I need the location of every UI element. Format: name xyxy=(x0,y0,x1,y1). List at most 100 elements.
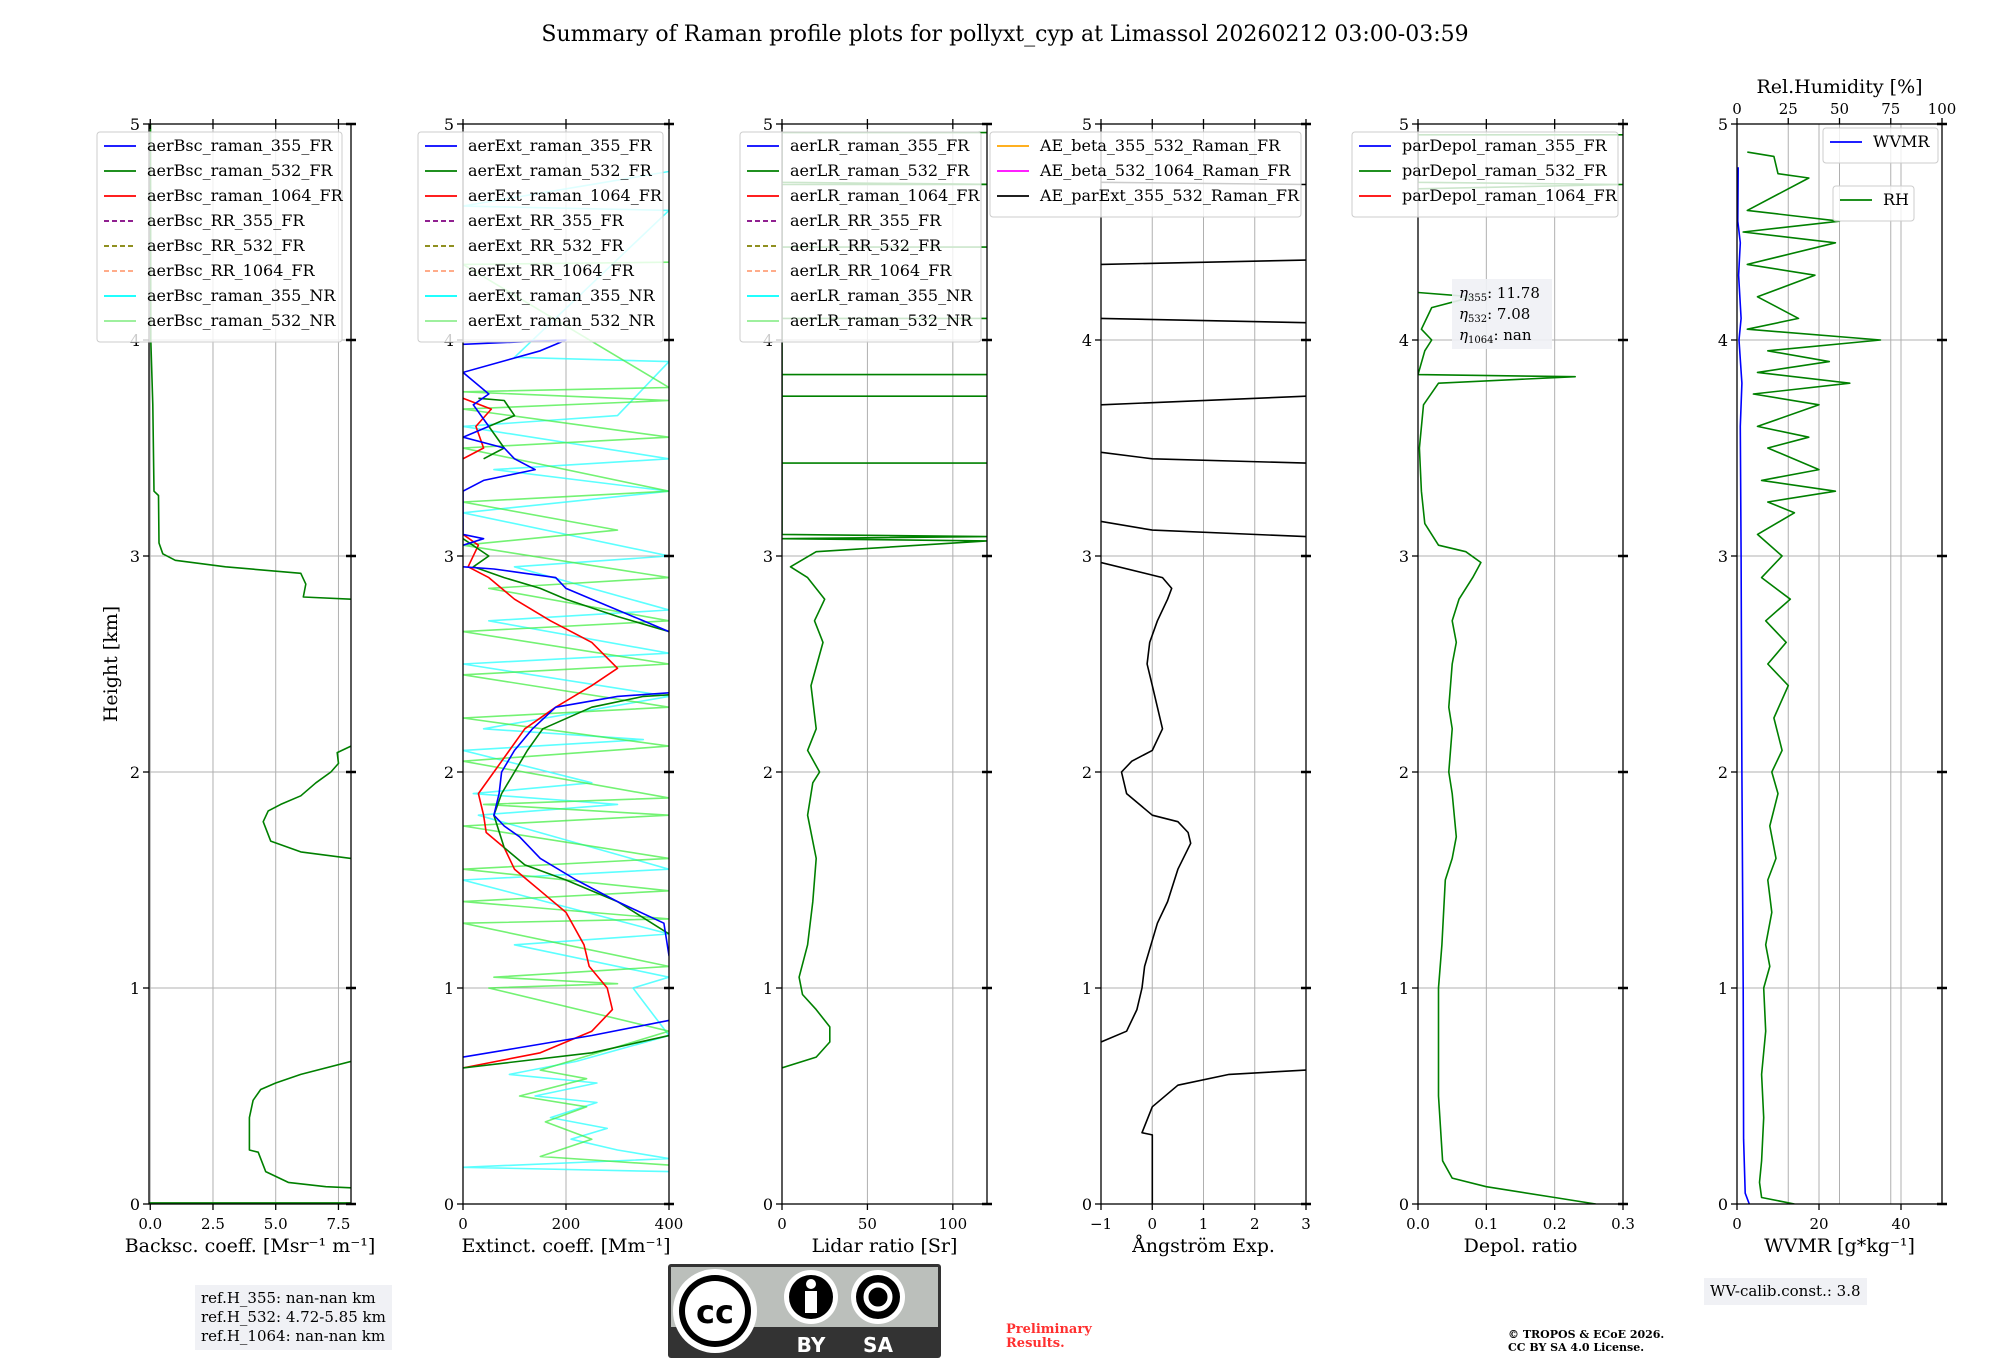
x-tick-label: 0 xyxy=(1147,1215,1157,1233)
legend-label: aerBsc_RR_532_FR xyxy=(147,236,305,255)
y-tick-label: 0 xyxy=(444,1195,454,1214)
series-group xyxy=(782,131,987,1069)
preliminary-line-2: Results. xyxy=(1006,1336,1065,1351)
legend-label: aerLR_raman_355_FR xyxy=(790,136,970,155)
x-tick-label: 400 xyxy=(655,1215,684,1233)
panel-3: 050100012345Lidar ratio [Sr]aerLR_raman_… xyxy=(739,115,992,1257)
y-tick-label: 3 xyxy=(130,547,140,566)
cc-by-sa-license-logo: cc BY SA xyxy=(668,1264,941,1358)
series-AE_l2 xyxy=(1101,451,1306,464)
wv-calibration-text: WV-calib.const.: 3.8 xyxy=(1710,1282,1861,1300)
legend-frame xyxy=(1832,185,1915,222)
x-tick-label: 0.1 xyxy=(1474,1215,1498,1233)
x-tick-label: 2.5 xyxy=(201,1215,225,1233)
svg-text:cc: cc xyxy=(696,1293,734,1331)
series-aerExt_raman_532_FR xyxy=(463,538,669,1069)
x-axis-label: Ångström Exp. xyxy=(1131,1235,1275,1257)
legend-label: aerExt_raman_355_NR xyxy=(468,286,656,305)
y-tick-label: 2 xyxy=(1082,763,1092,782)
legend-frame xyxy=(417,131,664,343)
legend-label: aerExt_RR_355_FR xyxy=(468,211,625,230)
y-tick-label: 2 xyxy=(763,763,773,782)
eta-value: : 7.08 xyxy=(1487,305,1530,323)
copyright-line-1: © TROPOS & ECoE 2026. xyxy=(1508,1328,1665,1341)
y-tick-label: 1 xyxy=(1399,979,1409,998)
figure-title: Summary of Raman profile plots for polly… xyxy=(541,22,1469,47)
series-aerExt_raman_355_FR xyxy=(463,566,669,1058)
eta-subscript: 355 xyxy=(1468,293,1487,304)
x-tick-label: 2 xyxy=(1250,1215,1260,1233)
legend-label: aerBsc_raman_532_FR xyxy=(147,161,333,180)
legend-label: aerExt_raman_1064_FR xyxy=(468,186,663,205)
legend: WVMR xyxy=(1822,127,1939,164)
y-tick-label: 5 xyxy=(1082,115,1092,134)
y-tick-label: 2 xyxy=(1718,763,1728,782)
legend-frame xyxy=(96,131,343,343)
copyright-line-2: CC BY SA 4.0 License. xyxy=(1508,1341,1645,1354)
wv-calibration-box: WV-calib.const.: 3.8 xyxy=(1704,1278,1867,1305)
series-aerExt_raman_1064_FR xyxy=(463,533,619,1069)
x-tick-label: 0 xyxy=(1732,1215,1742,1233)
legend-label: WVMR xyxy=(1873,132,1930,151)
legend-label: aerExt_raman_355_FR xyxy=(468,136,653,155)
x-axis-label: Extinct. coeff. [Mm⁻¹] xyxy=(461,1235,670,1257)
panel-5: 0.0 0.1 0.2 0.3 0 1 2 3 4 5 Depol. ratio parDepol_r… xyxy=(1351,115,1635,1257)
legend-label: aerLR_RR_1064_FR xyxy=(790,261,952,280)
x-tick-label: −1 xyxy=(1090,1215,1112,1233)
y-tick-label: 3 xyxy=(1082,547,1092,566)
y-axis-label: Height [km] xyxy=(100,606,122,722)
x-axis-label: Depol. ratio xyxy=(1464,1235,1578,1257)
eta-value: : 11.78 xyxy=(1487,284,1540,302)
eta-symbol: η xyxy=(1459,305,1468,323)
y-tick-label: 4 xyxy=(1718,331,1728,350)
legend-frame xyxy=(989,131,1302,218)
legend-label: aerLR_raman_355_NR xyxy=(790,286,973,305)
eta-value: : nan xyxy=(1493,326,1531,344)
depol-annotation-line: η355: 11.78 xyxy=(1459,284,1540,304)
series-group xyxy=(1101,181,1306,1204)
x-tick-label: 1 xyxy=(1199,1215,1209,1233)
legend: AE_beta_355_532_Raman_FR AE_beta_532_1064… xyxy=(989,131,1302,218)
y-tick-label: 2 xyxy=(444,763,454,782)
annotation-frame xyxy=(1452,279,1552,349)
legend: aerBsc_raman_355_FR aerBsc_raman_532_FRae… xyxy=(96,131,344,343)
legend-label: aerLR_raman_1064_FR xyxy=(790,186,980,205)
y-tick-label: 3 xyxy=(1399,547,1409,566)
ref-height-355: ref.H_355: nan-nan km xyxy=(201,1289,376,1307)
x-tick-label: 200 xyxy=(552,1215,581,1233)
x2-tick-label: 75 xyxy=(1881,100,1900,118)
y-tick-label: 0 xyxy=(130,1195,140,1214)
legend-frame xyxy=(739,131,982,343)
x-tick-label: 0 xyxy=(458,1215,468,1233)
panel-6: 0 20 40 0 25 50 75 100 Rel.Humidity [%] 0 1 2 3 4 5 WVM… xyxy=(1718,76,1957,1257)
legend-label: aerBsc_RR_1064_FR xyxy=(147,261,316,280)
series-aerExt_raman_355_FR_upper xyxy=(463,339,567,546)
cc-sa-label: SA xyxy=(863,1333,893,1357)
y-tick-label: 0 xyxy=(1718,1195,1728,1214)
series-AE_low xyxy=(1141,1069,1306,1204)
y-tick-label: 1 xyxy=(444,979,454,998)
depol-annotation-line: η1064: nan xyxy=(1459,326,1532,346)
eta-symbol: η xyxy=(1459,284,1468,302)
legend-frame xyxy=(1822,127,1939,164)
x-axis-label: Lidar ratio [Sr] xyxy=(812,1235,958,1257)
x-tick-label: 5.0 xyxy=(264,1215,288,1233)
y-tick-label: 0 xyxy=(763,1195,773,1214)
x-tick-label: 100 xyxy=(939,1215,968,1233)
y-tick-label: 1 xyxy=(1082,979,1092,998)
x-axis-label: Backsc. coeff. [Msr⁻¹ m⁻¹] xyxy=(125,1235,376,1257)
legend-label: aerLR_RR_355_FR xyxy=(790,211,942,230)
depol-annotation-line: η532: 7.08 xyxy=(1459,305,1530,325)
cc-logo-icon: cc BY SA xyxy=(668,1264,941,1358)
legend-label: aerBsc_raman_355_FR xyxy=(147,136,333,155)
y-tick-label: 5 xyxy=(1718,115,1728,134)
legend-label: parDepol_raman_355_FR xyxy=(1402,136,1608,155)
legend-label: aerBsc_raman_355_NR xyxy=(147,286,336,305)
y-tick-label: 3 xyxy=(1718,547,1728,566)
series-AE_l5 xyxy=(1101,259,1306,266)
legend-label: aerExt_raman_532_FR xyxy=(468,161,653,180)
series-AE_l1 xyxy=(1101,520,1306,538)
